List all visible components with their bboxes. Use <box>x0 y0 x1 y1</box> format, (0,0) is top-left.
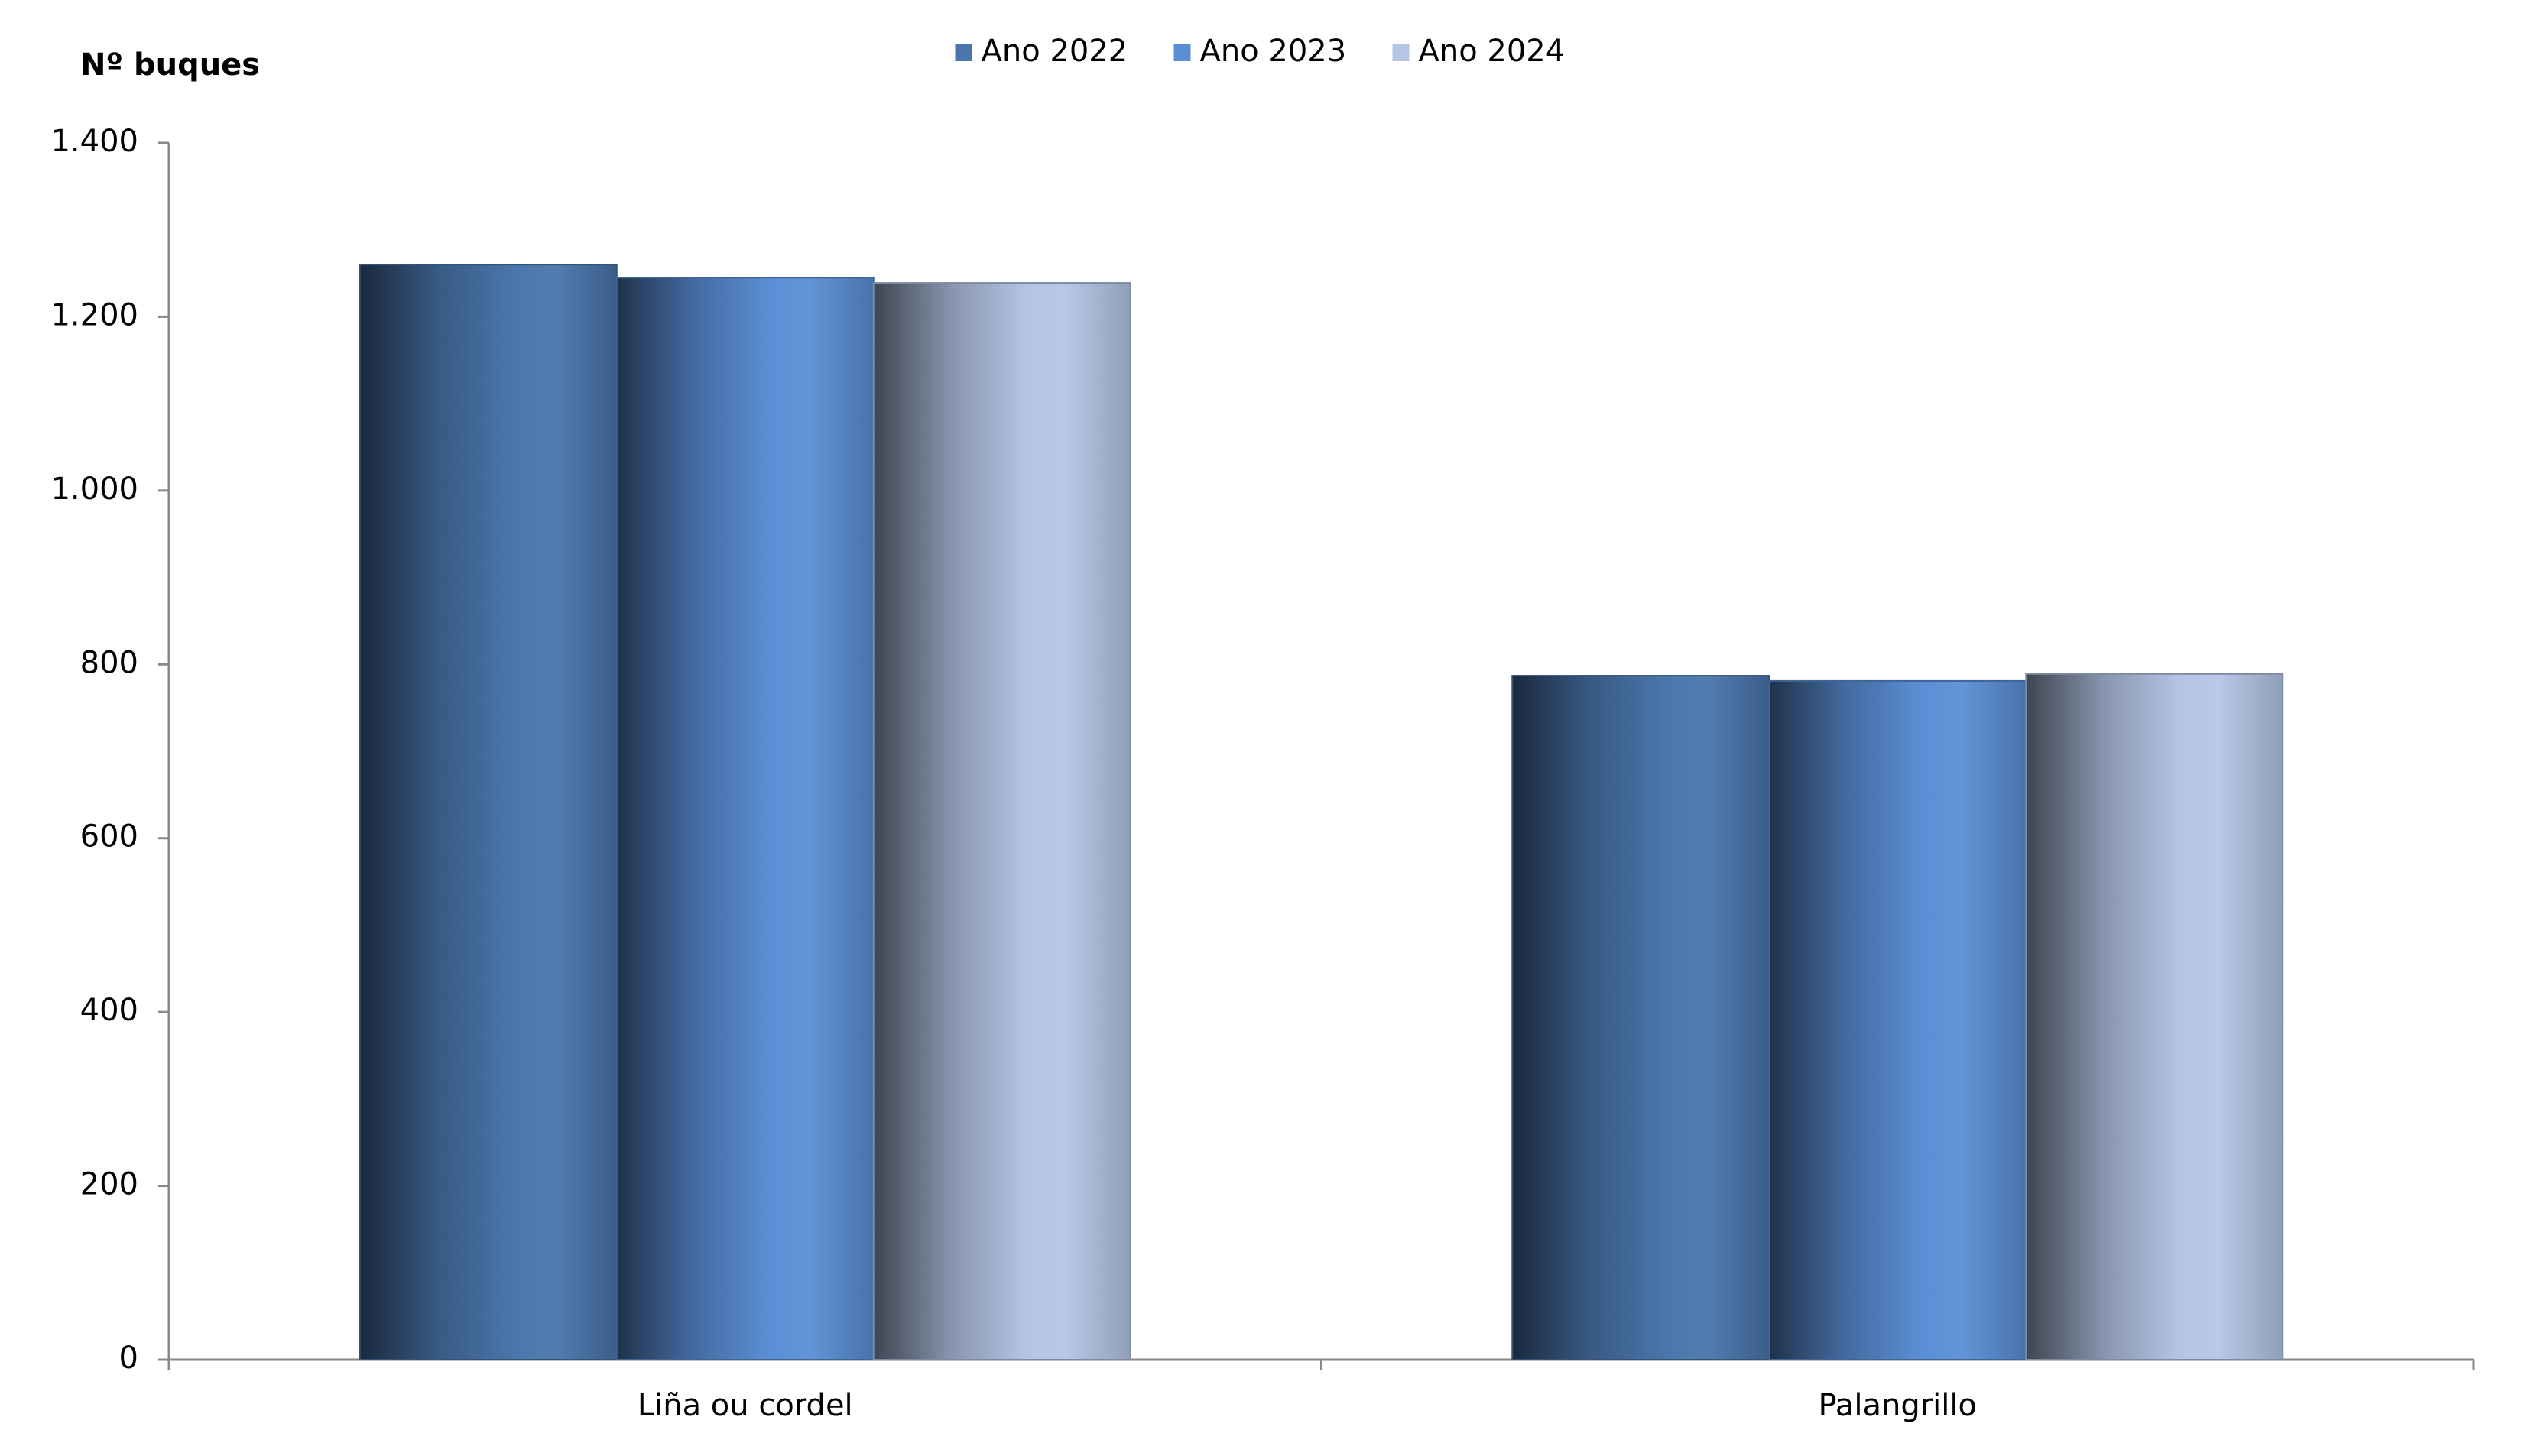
y-tick-label: 1.000 <box>50 472 138 507</box>
legend-label: Ano 2024 <box>1419 34 1566 69</box>
bar <box>359 264 618 1361</box>
y-tick-label: 800 <box>80 645 138 680</box>
x-tick-label: Liña ou cordel <box>638 1388 853 1423</box>
y-tick-label: 600 <box>80 819 138 854</box>
legend-label: Ano 2022 <box>982 34 1128 69</box>
legend-swatch <box>1392 44 1410 61</box>
bar <box>615 277 875 1360</box>
legend-swatch <box>955 44 972 61</box>
x-tick-label: Palangrillo <box>1819 1388 1977 1423</box>
bar <box>872 282 1131 1361</box>
y-tick-label: 400 <box>80 993 138 1028</box>
bar <box>2025 673 2284 1360</box>
bar <box>1511 675 1770 1360</box>
y-tick-label: 1.400 <box>50 124 138 159</box>
legend-label: Ano 2023 <box>1200 34 1347 69</box>
y-tick-label: 1.200 <box>50 297 138 332</box>
y-tick-label: 0 <box>119 1341 138 1376</box>
y-axis-title: Nº buques <box>80 47 260 83</box>
bar <box>1768 679 2027 1360</box>
y-tick-label: 200 <box>80 1167 138 1202</box>
legend-swatch <box>1173 44 1191 61</box>
